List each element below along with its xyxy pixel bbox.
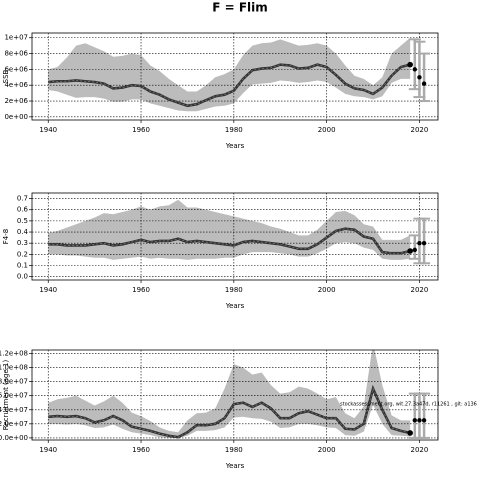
y-axis-label: F4-8 [2,229,10,244]
estimate-dash [48,228,411,254]
x-tick-label: 2020 [411,286,429,294]
confidence-band [48,37,411,112]
confidence-band [48,199,411,260]
y-tick-label: 2e+06 [4,97,28,105]
y-tick-label: 0.2 [17,250,28,258]
y-tick-label: 8e+06 [4,50,28,58]
projection-point [421,240,427,246]
plot-frame [31,32,439,121]
last-estimate [407,430,413,436]
y-tick-label: 6e+06 [4,65,28,73]
y-tick-label: 0.4 [17,228,29,236]
projection-point [417,75,422,80]
projection-point [421,81,427,86]
x-tick-label: 2000 [318,126,336,134]
x-tick-label: 1960 [132,286,150,294]
x-tick-label: 2000 [318,286,336,294]
y-tick-label: 0.5 [17,217,28,225]
annotation: stockassessment.org, wit.27.3a47d, r1126… [340,402,477,408]
plot-frame [31,349,439,441]
x-tick-label: 2000 [318,446,336,454]
y-tick-label: 0.1 [17,262,28,270]
y-tick-label: 1.2e+08 [0,350,28,358]
y-tick-label: 6.0e+07 [0,392,28,400]
y-tick-label: 2.0e+07 [0,420,28,428]
figure-title: F = Flim [212,1,268,15]
y-tick-label: 8.0e+07 [0,378,28,386]
estimate-dash [48,387,411,438]
last-estimate [407,61,413,68]
projection-point [417,418,422,423]
estimate-dash [48,64,411,107]
plot-frame [31,192,439,281]
x-tick-label: 1960 [132,446,150,454]
projection-point [421,418,427,423]
plot [32,193,438,280]
y-tick-label: 1e+07 [4,34,28,42]
y-tick-label: 0.6 [17,206,29,214]
y-tick-label: 4.0e+07 [0,406,28,414]
projection-point [412,247,417,253]
y-axis-label: SSB [2,69,10,83]
y-tick-label: 0e+00 [4,113,28,121]
x-tick-label: 1960 [132,126,150,134]
x-axis-label: Years [225,302,245,310]
y-tick-label: 0.0 [17,273,28,281]
projection-point [417,240,422,246]
x-tick-label: 1980 [225,126,243,134]
y-tick-label: 4e+06 [4,81,28,89]
x-axis-label: Years [225,142,245,150]
y-axis-label: Recruitment (age 1) [2,360,10,431]
x-tick-label: 1980 [225,286,243,294]
x-axis-label: Years [225,462,245,470]
x-tick-label: 1940 [39,126,57,134]
x-tick-label: 2020 [411,446,429,454]
projection-point [412,67,417,72]
x-tick-label: 2020 [411,126,429,134]
y-tick-label: 0.7 [17,195,28,203]
last-estimate [407,248,413,254]
x-tick-label: 1940 [39,446,57,454]
projection-point [412,418,417,423]
y-tick-label: 1.0e+08 [0,364,28,372]
x-tick-label: 1940 [39,286,57,294]
plot [32,33,438,120]
y-tick-label: 0.3 [17,239,28,247]
y-tick-label: 0.0e+00 [0,434,28,442]
x-tick-label: 1980 [225,446,243,454]
